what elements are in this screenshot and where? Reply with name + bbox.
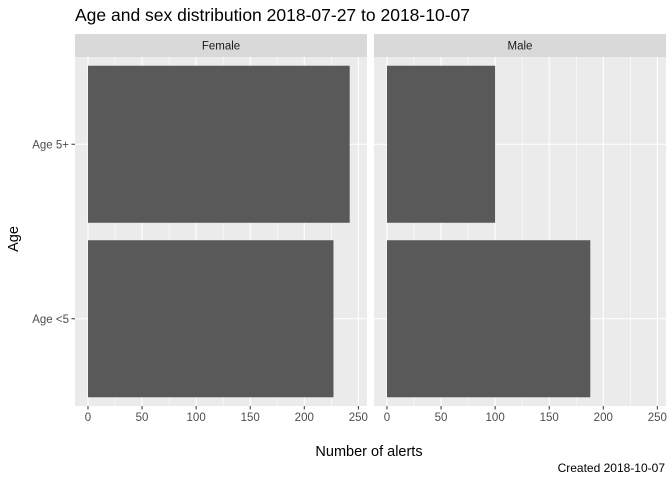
x-tick-label: 150 — [241, 412, 260, 424]
bar-female-age-5-plus — [87, 65, 350, 223]
x-tick-label: 0 — [384, 412, 390, 424]
caption: Created 2018-10-07 — [558, 461, 666, 475]
facet-panel-female: Female 0 50 100 150 200 250 — [75, 34, 368, 424]
x-tick-label: 200 — [594, 412, 613, 424]
x-axis-title: Number of alerts — [315, 444, 422, 460]
y-tick-label: Age 5+ — [32, 139, 69, 151]
y-axis-title: Age — [6, 226, 22, 252]
x-tick-label: 100 — [187, 412, 206, 424]
facet-strip — [374, 34, 666, 57]
x-tick-label: 100 — [486, 412, 505, 424]
y-tick-label: Age <5 — [32, 314, 69, 326]
x-tick-label: 200 — [295, 412, 314, 424]
facet-strip-label: Female — [202, 41, 240, 53]
facet-strip-label: Male — [508, 41, 533, 53]
bar-male-age-under-5 — [386, 240, 591, 398]
x-tick-label: 250 — [349, 412, 368, 424]
y-axis: Age 5+ Age <5 — [32, 139, 75, 326]
x-tick-label: 0 — [85, 412, 91, 424]
x-tick-label: 50 — [136, 412, 149, 424]
x-tick-label: 150 — [540, 412, 559, 424]
bar-male-age-5-plus — [386, 65, 496, 223]
x-tick-label: 250 — [648, 412, 667, 424]
chart-title: Age and sex distribution 2018-07-27 to 2… — [75, 5, 470, 25]
facet-panels: Female 0 50 100 150 200 250 Male 0 50 100 150 200 250 — [75, 34, 667, 424]
bar-female-age-under-5 — [87, 240, 334, 398]
facet-strip — [75, 34, 367, 57]
facet-panel-male: Male 0 50 100 150 200 250 — [374, 34, 667, 424]
x-tick-label: 50 — [435, 412, 448, 424]
